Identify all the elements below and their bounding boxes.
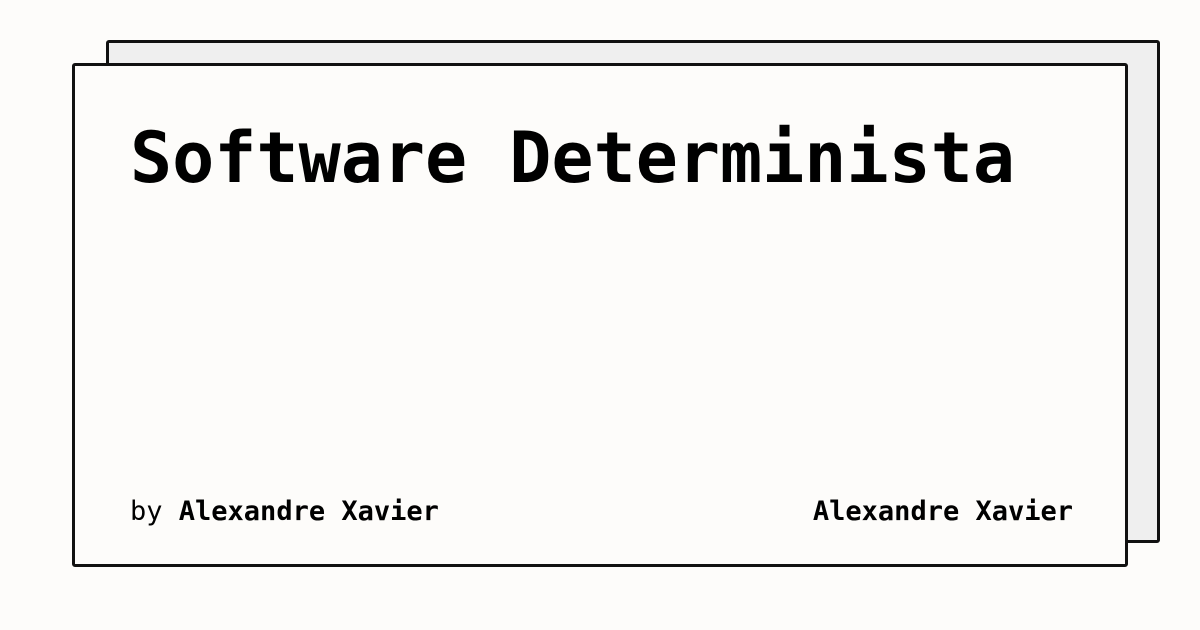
byline-prefix: by <box>130 496 163 527</box>
site-name: Alexandre Xavier <box>812 496 1073 527</box>
page-title: Software Determinista <box>130 117 1016 199</box>
author-name: Alexandre Xavier <box>178 496 439 527</box>
og-card: Software Determinista by Alexandre Xavie… <box>72 63 1128 567</box>
byline: by Alexandre Xavier <box>130 496 439 528</box>
